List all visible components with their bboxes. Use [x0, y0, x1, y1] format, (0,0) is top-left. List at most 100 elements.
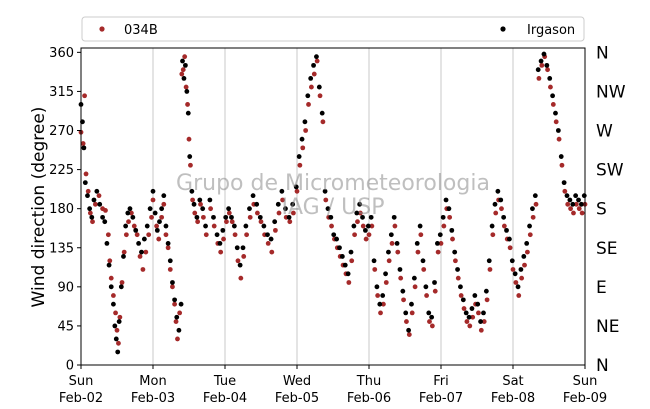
point-irgason-83: [290, 201, 296, 207]
point-irgason-137: [446, 206, 452, 212]
plot-frame: [80, 47, 586, 366]
point-034B-170: [545, 67, 550, 73]
point-034B-17: [116, 340, 121, 346]
point-irgason-86: [299, 136, 305, 142]
point-034B-46: [182, 54, 188, 60]
point-irgason-175: [555, 128, 561, 133]
point-irgason-84: [293, 184, 299, 190]
point-034B-66: [235, 258, 241, 264]
point-irgason-51: [187, 154, 193, 159]
point-034B-40: [172, 301, 178, 307]
point-irgason-170: [541, 51, 547, 57]
point-034B-149: [484, 297, 490, 303]
point-034B-23: [129, 210, 134, 216]
point-irgason-147: [475, 301, 481, 307]
point-irgason-174: [553, 110, 558, 116]
point-irgason-153: [492, 201, 498, 207]
point-034B-1: [80, 141, 86, 146]
point-034B-15: [113, 310, 118, 316]
point-034B-148: [481, 319, 487, 324]
point-irgason-160: [512, 271, 518, 277]
point-irgason-24: [127, 206, 133, 212]
y-tick-label: 360: [49, 46, 74, 61]
compass-label-sw: SW: [596, 161, 624, 181]
point-irgason-27: [136, 241, 142, 246]
point-034B-95: [329, 223, 334, 229]
point-034B-51: [190, 197, 196, 203]
point-irgason-89: [308, 75, 314, 81]
point-irgason-61: [217, 241, 223, 246]
point-034B-18: [117, 314, 123, 320]
point-034B-56: [203, 232, 209, 238]
point-irgason-182: [576, 197, 581, 203]
point-034B-88: [309, 84, 314, 90]
point-irgason-135: [440, 214, 446, 220]
point-irgason-56: [200, 206, 206, 212]
point-irgason-64: [226, 206, 232, 212]
point-034B-85: [300, 145, 306, 151]
point-irgason-79: [275, 201, 281, 207]
point-034B-50: [188, 162, 193, 168]
point-034B-34: [159, 214, 165, 220]
point-034B-78: [276, 210, 282, 216]
point-irgason-144: [466, 314, 472, 320]
point-irgason-78: [272, 219, 278, 225]
point-irgason-26: [133, 227, 139, 233]
point-034B-125: [415, 249, 421, 255]
point-irgason-94: [322, 188, 328, 194]
point-irgason-164: [524, 241, 530, 246]
point-034B-58: [211, 223, 217, 229]
point-irgason-142: [460, 297, 466, 303]
point-034B-123: [409, 310, 415, 316]
point-034B-113: [381, 301, 386, 307]
point-irgason-95: [325, 206, 331, 212]
point-irgason-114: [380, 293, 386, 298]
point-irgason-101: [342, 262, 348, 268]
point-034B-165: [530, 214, 536, 220]
point-034B-21: [123, 232, 129, 238]
point-irgason-102: [345, 271, 351, 277]
point-irgason-48: [183, 62, 188, 68]
point-034B-115: [386, 258, 392, 264]
point-irgason-41: [170, 280, 175, 285]
point-irgason-173: [550, 93, 555, 99]
point-034B-24: [131, 223, 137, 229]
point-irgason-45: [178, 301, 184, 307]
point-irgason-181: [573, 193, 579, 199]
point-034B-171: [548, 84, 553, 90]
point-034B-62: [224, 219, 229, 225]
point-irgason-62: [220, 227, 226, 233]
point-irgason-154: [495, 188, 501, 194]
point-034B-161: [519, 275, 525, 281]
point-034B-157: [507, 245, 513, 251]
y-tick-label: 180: [49, 202, 74, 217]
point-irgason-91: [314, 54, 319, 60]
point-irgason-29: [141, 236, 147, 242]
y-tick-label: 0: [66, 359, 74, 374]
point-irgason-177: [561, 180, 567, 186]
point-irgason-68: [237, 262, 243, 268]
point-034B-69: [244, 232, 250, 238]
point-irgason-112: [374, 284, 380, 290]
point-irgason-10: [100, 214, 105, 220]
point-irgason-75: [261, 223, 267, 229]
point-034B-103: [352, 232, 357, 238]
point-034B-2: [82, 93, 87, 99]
point-034B-3: [83, 171, 89, 177]
point-034B-182: [579, 210, 585, 216]
point-034B-19: [119, 280, 125, 285]
point-irgason-33: [152, 210, 158, 216]
point-irgason-74: [257, 214, 263, 220]
point-irgason-70: [243, 223, 249, 229]
point-034B-54: [198, 201, 203, 207]
compass-label-n: N: [596, 43, 609, 63]
point-034B-151: [490, 232, 496, 238]
point-irgason-179: [567, 197, 573, 203]
x-tick-label-day: Tue: [213, 374, 236, 389]
point-034B-136: [447, 214, 453, 220]
point-irgason-145: [469, 306, 475, 311]
point-034B-29: [146, 232, 152, 238]
point-034B-37: [165, 245, 171, 251]
point-irgason-172: [547, 75, 553, 81]
point-034B-168: [539, 62, 545, 68]
